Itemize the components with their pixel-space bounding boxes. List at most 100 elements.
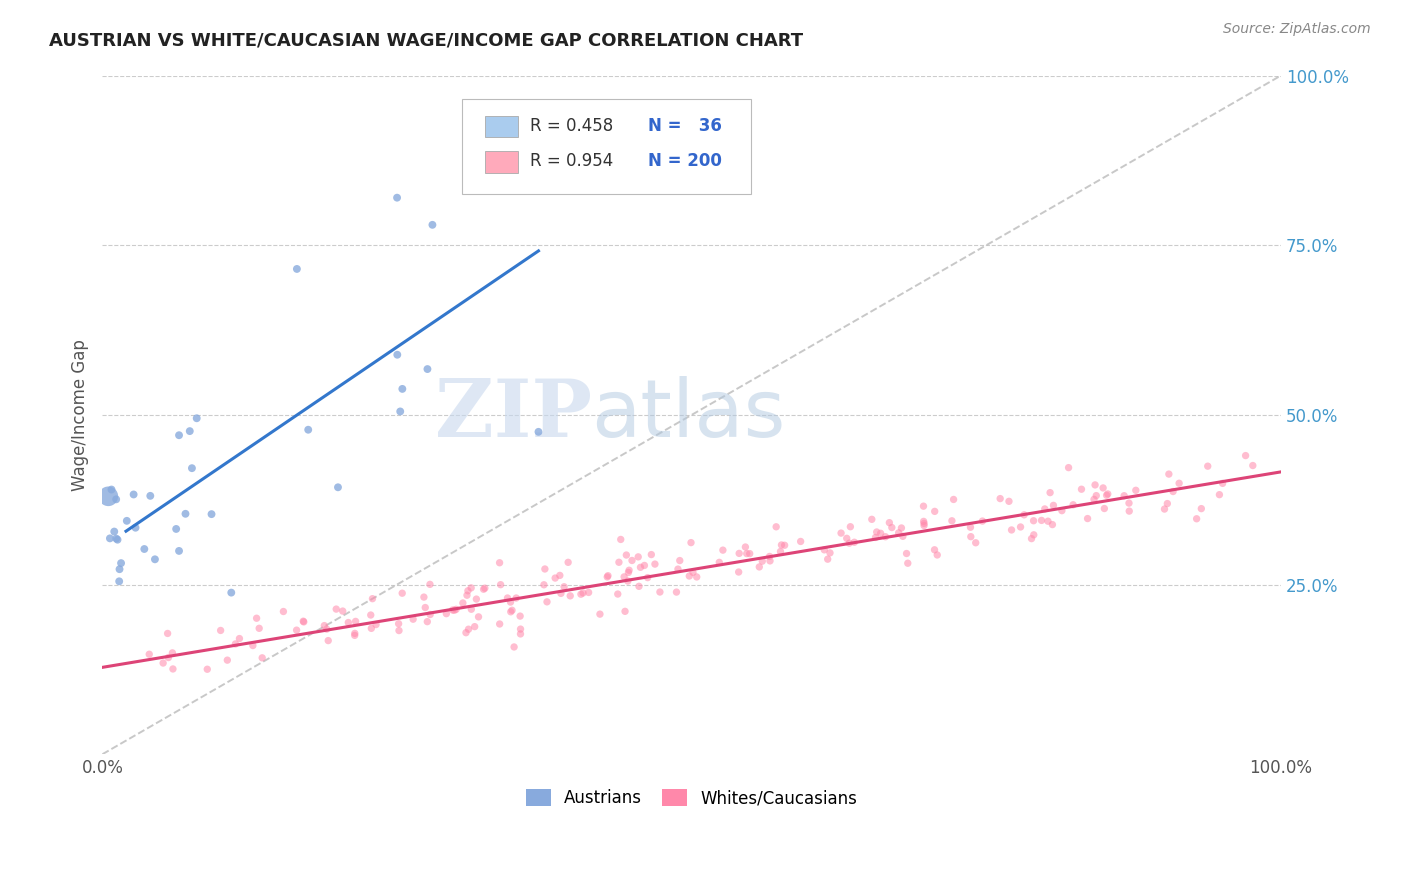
Point	[105, 492, 128, 507]
Point	[613, 570, 636, 584]
Point	[769, 544, 792, 558]
Point	[139, 489, 162, 503]
Point	[499, 595, 522, 609]
Y-axis label: Wage/Income Gap: Wage/Income Gap	[72, 339, 89, 491]
Point	[416, 615, 439, 629]
Point	[686, 570, 709, 584]
Point	[770, 538, 793, 552]
Point	[1156, 497, 1178, 511]
Point	[735, 547, 758, 561]
Point	[157, 650, 180, 665]
Point	[460, 581, 482, 595]
Point	[162, 646, 184, 660]
Text: R = 0.458: R = 0.458	[530, 117, 613, 135]
Point	[419, 577, 441, 591]
Point	[830, 526, 852, 541]
Point	[1212, 476, 1234, 491]
Point	[247, 621, 270, 635]
Point	[1168, 476, 1191, 491]
Point	[1153, 502, 1175, 516]
Point	[1050, 503, 1073, 517]
Point	[640, 548, 662, 562]
Point	[434, 607, 457, 621]
Text: N =   36: N = 36	[648, 117, 721, 135]
Point	[550, 586, 572, 600]
Point	[569, 587, 592, 601]
Point	[509, 609, 531, 624]
Point	[912, 515, 935, 529]
Point	[488, 617, 510, 632]
Point	[1097, 487, 1119, 501]
Point	[343, 626, 366, 640]
Point	[924, 542, 946, 557]
Point	[457, 622, 479, 636]
Point	[1036, 514, 1059, 528]
Point	[413, 600, 436, 615]
Point	[1189, 501, 1212, 516]
Point	[1084, 478, 1107, 492]
Point	[156, 626, 179, 640]
Point	[105, 532, 128, 546]
Point	[337, 615, 360, 630]
Point	[1000, 523, 1022, 537]
Point	[285, 262, 308, 277]
Point	[174, 507, 197, 521]
Point	[1021, 532, 1043, 546]
Point	[143, 552, 166, 566]
Point	[533, 578, 555, 592]
Point	[553, 580, 575, 594]
Point	[890, 521, 912, 535]
Point	[1157, 467, 1180, 481]
Point	[364, 617, 387, 632]
Point	[817, 552, 839, 566]
Point	[391, 382, 413, 396]
Text: Source: ZipAtlas.com: Source: ZipAtlas.com	[1223, 22, 1371, 37]
Point	[665, 585, 688, 599]
Point	[489, 577, 512, 591]
Point	[108, 562, 131, 576]
Point	[614, 548, 637, 562]
Point	[115, 514, 138, 528]
Point	[728, 546, 751, 560]
Point	[443, 603, 465, 617]
Point	[389, 404, 412, 418]
Point	[505, 591, 527, 605]
Point	[422, 218, 444, 232]
Point	[110, 556, 132, 570]
Point	[98, 532, 121, 546]
Point	[633, 558, 655, 573]
Point	[711, 543, 734, 558]
Point	[250, 650, 273, 665]
Point	[838, 536, 860, 550]
Point	[924, 504, 946, 518]
Point	[412, 590, 434, 604]
Point	[326, 480, 349, 494]
Point	[941, 514, 963, 528]
Point	[385, 191, 408, 205]
Point	[709, 555, 731, 569]
Point	[758, 549, 780, 564]
Point	[467, 610, 489, 624]
Point	[988, 491, 1011, 506]
Point	[1125, 483, 1147, 498]
Point	[122, 487, 145, 501]
Point	[499, 605, 522, 619]
Point	[509, 622, 531, 636]
Point	[1039, 485, 1062, 500]
Point	[679, 535, 702, 549]
Point	[727, 565, 749, 579]
Text: AUSTRIAN VS WHITE/CAUCASIAN WAGE/INCOME GAP CORRELATION CHART: AUSTRIAN VS WHITE/CAUCASIAN WAGE/INCOME …	[49, 31, 803, 49]
Point	[1022, 514, 1045, 528]
Point	[108, 574, 131, 589]
Point	[246, 611, 269, 625]
Point	[734, 540, 756, 554]
Point	[325, 602, 347, 616]
Point	[1057, 460, 1080, 475]
Point	[297, 423, 319, 437]
FancyBboxPatch shape	[463, 99, 751, 194]
Point	[789, 534, 811, 549]
Point	[668, 553, 690, 567]
Point	[1092, 481, 1115, 495]
Point	[1197, 459, 1219, 474]
Point	[927, 548, 949, 562]
